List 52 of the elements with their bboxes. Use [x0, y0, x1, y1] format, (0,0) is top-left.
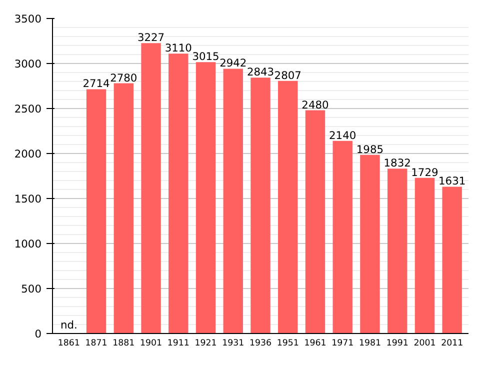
- x-tick-label: 1981: [358, 338, 381, 348]
- y-tick-label: 500: [21, 282, 42, 296]
- data-label: 2140: [329, 128, 356, 142]
- bar: [223, 68, 243, 334]
- bar: [250, 78, 270, 334]
- data-label: 1729: [411, 166, 438, 179]
- data-label: 2843: [246, 66, 274, 79]
- data-label: 2714: [82, 77, 110, 90]
- y-tick-label: 2500: [14, 102, 42, 116]
- x-tick-label: 2001: [414, 338, 436, 348]
- x-tick-label: 1861: [58, 338, 80, 348]
- bar: [360, 154, 380, 334]
- x-tick-label: 1901: [140, 338, 162, 348]
- data-label: 1631: [438, 174, 466, 188]
- bar: [305, 110, 326, 334]
- bar: [114, 83, 134, 334]
- x-tick-label: 1881: [112, 338, 135, 348]
- bar: [387, 168, 408, 334]
- bar: [442, 186, 462, 334]
- x-tick-label: 1921: [194, 338, 217, 348]
- y-tick-label: 3000: [14, 58, 42, 70]
- x-tick-label: 1961: [304, 338, 326, 348]
- bar: [168, 54, 188, 334]
- bar: [332, 140, 352, 334]
- x-tick-label: 1936: [249, 338, 272, 348]
- data-label: 2807: [274, 68, 302, 82]
- bar: [196, 62, 216, 334]
- bar: [86, 89, 106, 334]
- data-label: 1985: [356, 142, 384, 156]
- x-tick-label: 1971: [332, 338, 354, 348]
- x-tick-label: 1911: [167, 338, 190, 348]
- data-label: 1832: [384, 156, 411, 170]
- x-tick-label: 2011: [441, 338, 464, 348]
- x-tick-label: 1991: [386, 338, 408, 348]
- y-tick-label: 0: [34, 328, 42, 340]
- bar: [141, 43, 161, 334]
- bar: [414, 178, 435, 334]
- y-tick-label: 1000: [14, 238, 42, 250]
- data-label: 2480: [302, 98, 330, 112]
- x-tick-label: 1871: [85, 338, 108, 348]
- x-tick-label: 1951: [276, 338, 299, 348]
- y-tick-label: 2000: [14, 148, 42, 160]
- y-tick-label: 3500: [14, 12, 42, 26]
- bar: [278, 80, 298, 334]
- x-tick-label: 1931: [222, 338, 244, 348]
- data-label: 2942: [220, 56, 247, 70]
- data-label: 3110: [164, 42, 192, 55]
- data-label: 3227: [137, 31, 165, 44]
- y-tick-label: 1500: [14, 192, 42, 206]
- data-label: 3015: [192, 50, 220, 64]
- data-label: 2780: [110, 71, 138, 84]
- text: nd.: [60, 318, 78, 332]
